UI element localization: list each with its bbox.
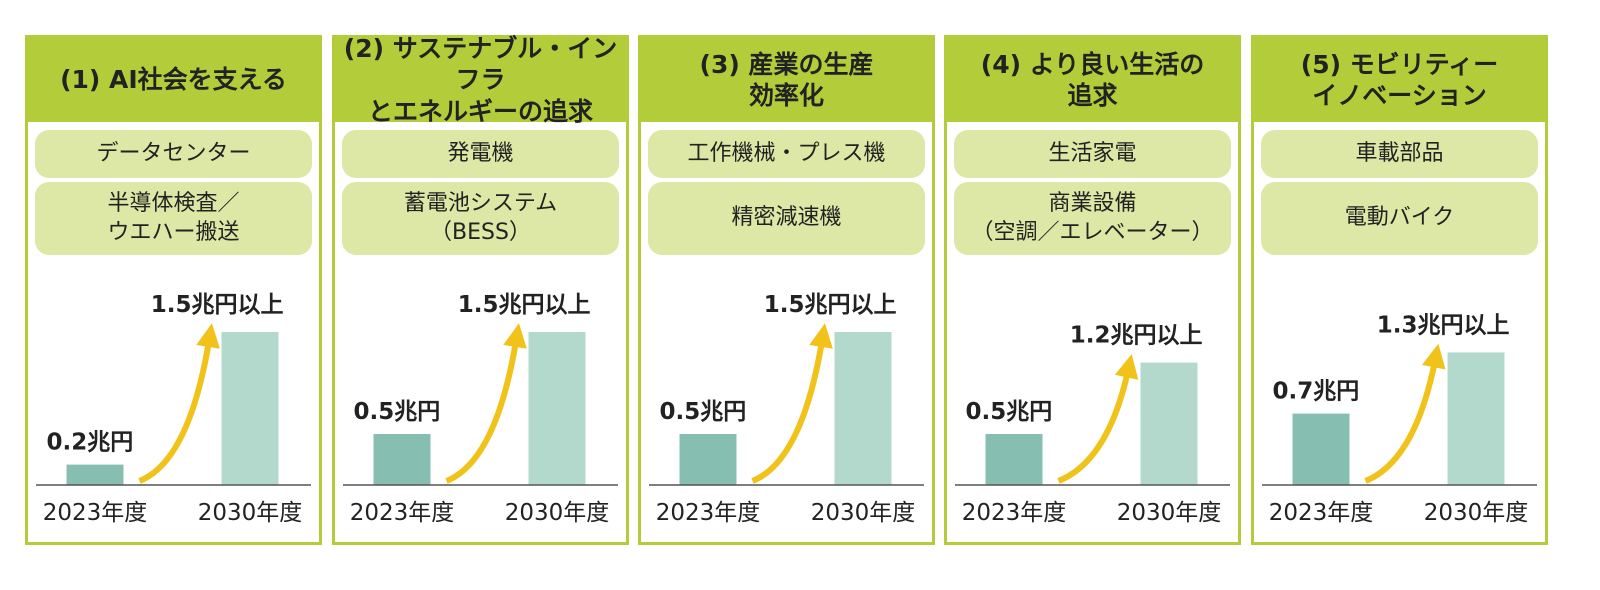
chart: 2023年度 0.5兆円 2030年度 1.2兆円以上 xyxy=(955,323,1230,526)
category-label: 2030年度 xyxy=(811,500,916,526)
chart: 2023年度 0.5兆円 2030年度 1.5兆円以上 xyxy=(649,292,924,526)
application-tag: 電動バイク xyxy=(1261,182,1538,255)
category-label: 2030年度 xyxy=(1117,500,1222,526)
application-tag: 発電機 xyxy=(342,130,619,178)
growth-arrow xyxy=(1057,353,1139,484)
value-label: 0.5兆円 xyxy=(966,399,1053,425)
chart: 2023年度 0.7兆円 2030年度 1.3兆円以上 xyxy=(1262,312,1537,526)
growth-arrow xyxy=(138,323,220,484)
category-label: 2023年度 xyxy=(1269,500,1374,526)
bar xyxy=(834,332,892,485)
value-label: 1.3兆円以上 xyxy=(1377,312,1510,338)
panel: (1) AI社会を支えるデータセンター 半導体検査／ ウエハー搬送 2023年度 0.… xyxy=(25,35,322,545)
application-tag: 精密減速機 xyxy=(648,182,925,255)
panel-title: (1) AI社会を支える xyxy=(28,38,319,122)
growth-arrow xyxy=(1364,343,1446,484)
application-tag: 工作機械・プレス機 xyxy=(648,130,925,178)
panel: (3) 産業の生産 効率化 工作機械・プレス機 精密減速機 2023年度 0.5兆円 20… xyxy=(638,35,935,545)
bar xyxy=(679,434,737,485)
panel: (2) サステナブル・インフラ とエネルギーの追求 発電機 蓄電池システム （BES… xyxy=(332,34,629,545)
category-label: 2023年度 xyxy=(962,500,1067,526)
value-label: 0.5兆円 xyxy=(354,399,441,425)
value-label: 0.7兆円 xyxy=(1273,379,1360,405)
bar xyxy=(66,464,124,485)
bar xyxy=(985,434,1043,485)
category-label: 2023年度 xyxy=(43,500,148,526)
chart: 2023年度 0.2兆円 2030年度 1.5兆円以上 xyxy=(36,292,311,526)
application-tag: 半導体検査／ ウエハー搬送 xyxy=(35,182,312,255)
chart: 2023年度 0.5兆円 2030年度 1.5兆円以上 xyxy=(343,292,618,526)
panel: (4) より良い生活の 追求生活家電 商業設備 （空調／エレベーター） 2023年度… xyxy=(944,35,1241,545)
panel-title: (5) モビリティー イノベーション xyxy=(1254,38,1545,122)
bar xyxy=(1447,352,1505,485)
category-label: 2030年度 xyxy=(505,500,610,526)
application-tag: 生活家電 xyxy=(954,130,1231,178)
bar xyxy=(1140,362,1198,485)
value-label: 1.5兆円以上 xyxy=(458,292,591,318)
bar xyxy=(528,332,586,485)
panel-title: (3) 産業の生産 効率化 xyxy=(641,38,932,122)
value-label: 0.2兆円 xyxy=(47,430,134,456)
panel-title: (4) より良い生活の 追求 xyxy=(947,38,1238,122)
application-tag: 商業設備 （空調／エレベーター） xyxy=(954,182,1231,255)
application-tag: 車載部品 xyxy=(1261,130,1538,178)
bar xyxy=(1292,413,1350,485)
category-label: 2030年度 xyxy=(198,500,303,526)
value-label: 1.5兆円以上 xyxy=(151,292,284,318)
panel-title: (2) サステナブル・インフラ とエネルギーの追求 xyxy=(335,34,626,126)
value-label: 0.5兆円 xyxy=(660,399,747,425)
application-tag: 蓄電池システム （BESS） xyxy=(342,182,619,255)
growth-arrow xyxy=(445,323,527,484)
bar xyxy=(221,332,279,485)
application-tag: データセンター xyxy=(35,130,312,178)
bar xyxy=(373,434,431,485)
growth-arrow xyxy=(751,323,833,484)
panel: (5) モビリティー イノベーション 車載部品 電動バイク 2023年度 0.7兆円 20… xyxy=(1251,35,1548,545)
value-label: 1.2兆円以上 xyxy=(1070,323,1203,349)
category-label: 2023年度 xyxy=(656,500,761,526)
category-label: 2023年度 xyxy=(350,500,455,526)
value-label: 1.5兆円以上 xyxy=(764,292,897,318)
category-label: 2030年度 xyxy=(1424,500,1529,526)
